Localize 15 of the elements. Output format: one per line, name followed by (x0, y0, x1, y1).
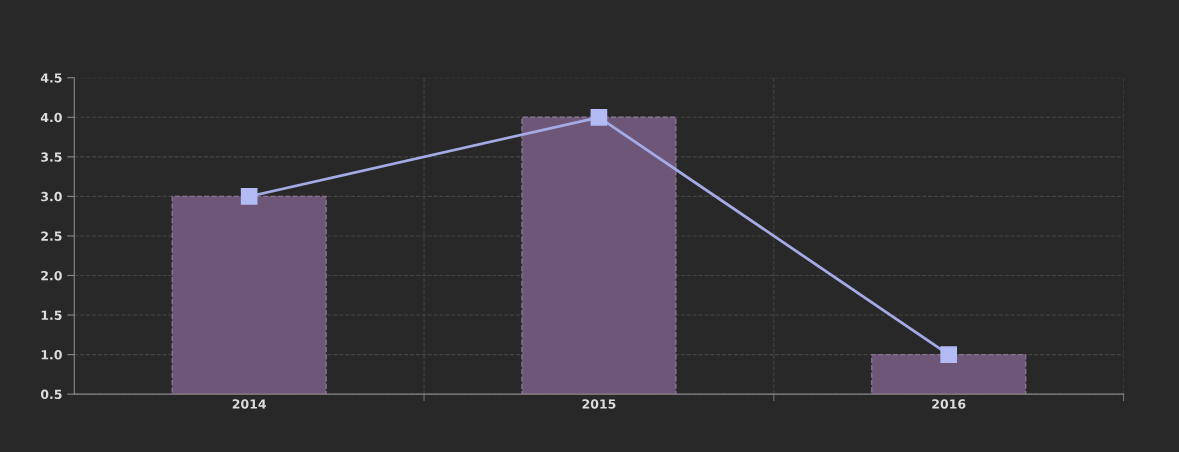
y-tick-label: 3.0 (41, 191, 62, 202)
point (940, 346, 958, 363)
y-tick-label: 4.0 (40, 112, 62, 123)
x-tick-label: 2015 (582, 399, 616, 409)
y-tick-label: 2.5 (41, 231, 62, 241)
y-tick-label: 2.0 (41, 270, 62, 281)
x-tick-label: 2014 (232, 399, 266, 409)
x-tick-label: 2016 (932, 399, 966, 409)
y-tick-label: 0.5 (40, 389, 62, 400)
y-tick-label: 1.5 (41, 310, 62, 320)
y-tick-label: 3.5 (41, 152, 62, 162)
y-tick-label: 4.5 (40, 73, 62, 83)
point (590, 108, 608, 126)
y-tick-label: 1.0 (41, 350, 62, 360)
point (240, 188, 258, 205)
